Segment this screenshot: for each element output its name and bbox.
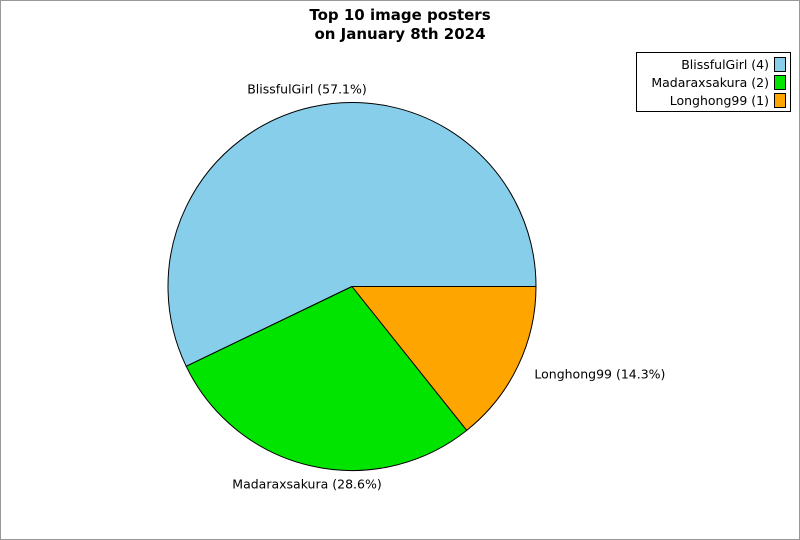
legend-swatch	[774, 92, 786, 108]
legend-item: BlissfulGirl (4)	[651, 55, 786, 73]
pie-slice-label: Madaraxsakura (28.6%)	[232, 476, 382, 492]
pie-slice-label: BlissfulGirl (57.1%)	[247, 81, 367, 97]
legend-swatch	[774, 74, 786, 90]
legend-item: Madaraxsakura (2)	[651, 73, 786, 91]
legend-item: Longhong99 (1)	[651, 91, 786, 109]
legend-swatch	[774, 56, 786, 72]
pie-slice-longhong99	[351, 286, 537, 431]
legend-item-label: Madaraxsakura (2)	[651, 74, 769, 90]
legend: BlissfulGirl (4) Madaraxsakura (2) Longhon…	[636, 52, 791, 112]
legend-item-label: Longhong99 (1)	[669, 92, 769, 108]
pie-slice-label: Longhong99 (14.3%)	[534, 366, 666, 382]
chart-title: Top 10 image posters on January 8th 2024	[1, 6, 799, 44]
legend-item-label: BlissfulGirl (4)	[681, 56, 769, 72]
chart-title-line2: on January 8th 2024	[314, 25, 486, 43]
pie-slice-madaraxsakura	[185, 286, 468, 471]
chart-title-line1: Top 10 image posters	[309, 6, 491, 24]
pie-slice-blissfulgirl	[167, 102, 537, 367]
